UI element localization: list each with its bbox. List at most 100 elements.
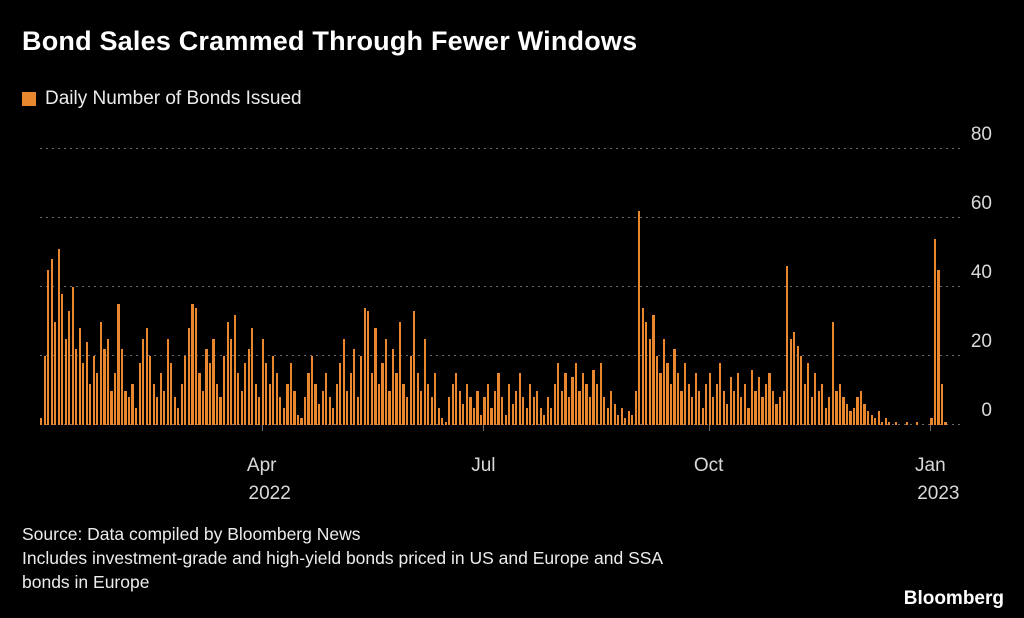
bar xyxy=(265,362,268,425)
bar xyxy=(258,397,261,425)
bar xyxy=(293,390,296,425)
bar xyxy=(877,411,880,425)
gridline xyxy=(40,217,962,218)
bar xyxy=(268,383,271,425)
bar xyxy=(57,249,60,425)
bar xyxy=(177,407,180,425)
bar xyxy=(448,397,451,425)
bar xyxy=(247,349,250,425)
y-tick-label: 80 xyxy=(970,124,992,145)
bar xyxy=(166,338,169,425)
bar xyxy=(905,421,908,425)
bar xyxy=(184,356,187,425)
bar xyxy=(286,383,289,425)
bar xyxy=(465,383,468,425)
bar xyxy=(613,404,616,425)
bar xyxy=(916,421,919,425)
bar xyxy=(712,397,715,425)
x-tick-label: Apr xyxy=(246,455,277,476)
bar xyxy=(884,418,887,425)
bar xyxy=(409,356,412,425)
bar xyxy=(370,373,373,425)
bar xyxy=(779,397,782,425)
bar xyxy=(606,407,609,425)
bar xyxy=(571,376,574,425)
x-tick-sublabel: 2023 xyxy=(917,483,960,504)
bar xyxy=(515,390,518,425)
bar xyxy=(715,383,718,425)
bar xyxy=(652,314,655,425)
bar xyxy=(733,390,736,425)
gridline xyxy=(40,148,962,149)
bar xyxy=(852,407,856,425)
bar xyxy=(455,373,458,425)
bar xyxy=(522,397,525,425)
bar xyxy=(434,373,437,425)
bar xyxy=(620,407,623,425)
bar xyxy=(560,390,563,425)
bar xyxy=(680,390,683,425)
bar xyxy=(219,397,222,425)
x-tick-mark xyxy=(708,425,710,431)
legend: Daily Number of Bonds Issued xyxy=(22,88,302,110)
bar xyxy=(328,397,331,425)
bar xyxy=(930,418,933,425)
bar xyxy=(106,338,110,425)
bar xyxy=(437,407,440,425)
bar xyxy=(420,390,423,425)
bar xyxy=(740,397,743,425)
bar xyxy=(786,266,789,425)
bar xyxy=(859,390,863,425)
bar xyxy=(131,383,134,425)
bar xyxy=(940,383,944,425)
bar xyxy=(863,404,866,425)
bar xyxy=(849,411,852,425)
bar xyxy=(638,211,641,425)
bar xyxy=(398,321,402,425)
bar xyxy=(173,397,176,425)
bar xyxy=(135,407,138,425)
bar xyxy=(384,338,388,425)
bar xyxy=(529,383,532,425)
x-tick-mark xyxy=(261,425,263,431)
bar xyxy=(631,414,634,425)
bar xyxy=(599,362,602,425)
bar xyxy=(303,397,307,425)
legend-label: Daily Number of Bonds Issued xyxy=(45,88,302,109)
bar xyxy=(817,390,820,425)
bar xyxy=(244,362,247,425)
bar xyxy=(325,373,328,425)
legend-swatch-icon xyxy=(22,92,36,106)
bar xyxy=(546,397,549,425)
bar xyxy=(504,414,507,425)
bar xyxy=(353,349,356,425)
bar xyxy=(518,373,521,425)
bar xyxy=(402,383,405,425)
bar xyxy=(237,373,240,425)
bar xyxy=(810,397,813,425)
bar xyxy=(215,383,219,425)
bar xyxy=(374,328,377,425)
plot-area xyxy=(40,128,962,425)
bar xyxy=(451,383,454,425)
bar xyxy=(54,321,57,425)
bar xyxy=(701,407,704,425)
bar xyxy=(413,311,416,425)
bar xyxy=(845,404,849,425)
bar xyxy=(367,311,370,425)
x-tick-label: Jul xyxy=(471,455,496,476)
bar xyxy=(525,407,528,425)
bar xyxy=(775,404,778,425)
bar xyxy=(536,390,539,425)
bar xyxy=(764,383,768,425)
bar xyxy=(342,338,345,425)
bar xyxy=(187,328,190,425)
bar xyxy=(574,362,578,425)
bar xyxy=(648,338,651,425)
bar xyxy=(821,383,824,425)
bar xyxy=(85,342,88,425)
bar xyxy=(705,383,708,425)
bar xyxy=(314,383,317,425)
bar xyxy=(50,259,53,425)
